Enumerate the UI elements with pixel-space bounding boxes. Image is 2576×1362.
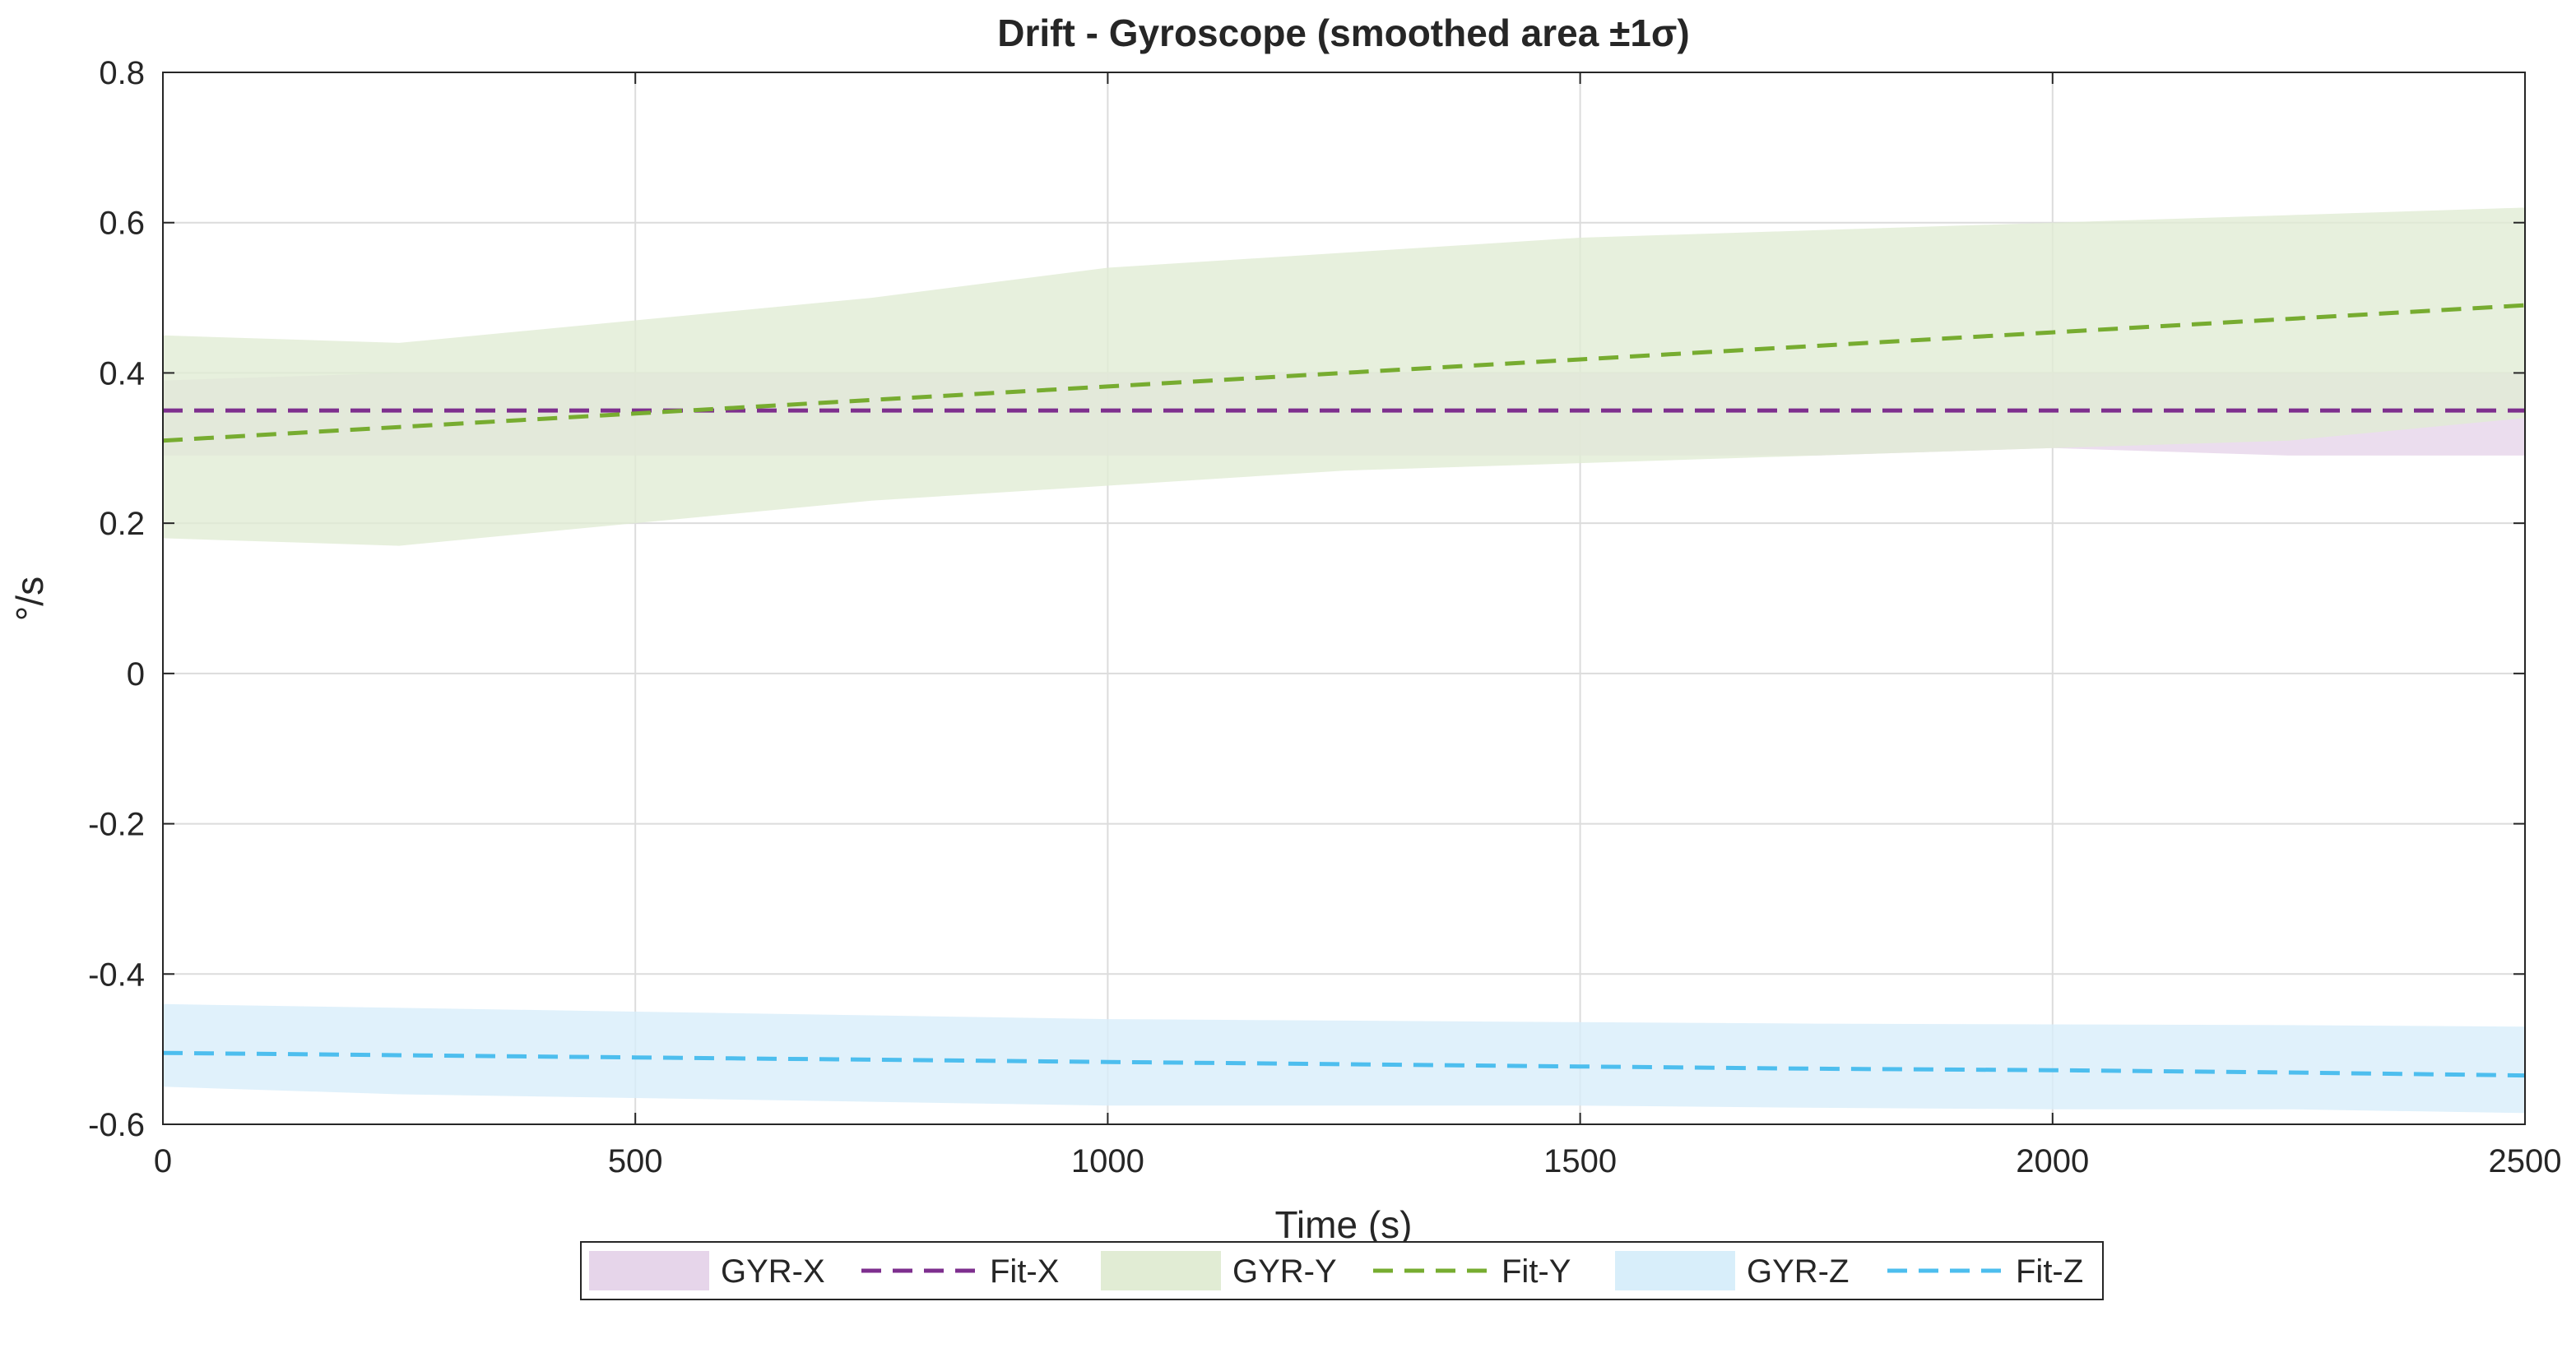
y-tick-label: 0.8 xyxy=(99,55,145,91)
x-tick-label: 1000 xyxy=(1071,1143,1144,1179)
y-tick-labels: 0.8 0.6 0.4 0.2 0 -0.2 -0.4 -0.6 xyxy=(88,55,145,1143)
legend: GYR-X Fit-X GYR-Y Fit-Y GYR-Z Fit-Z xyxy=(580,1241,2104,1300)
fit-z-line xyxy=(162,1050,2526,1078)
gyr-y-band xyxy=(163,207,2525,546)
y-tick-label: -0.4 xyxy=(88,957,145,993)
legend-swatch-gyr-x xyxy=(589,1251,709,1290)
fit-lines xyxy=(162,303,2526,1078)
legend-label-gyr-y: GYR-Y xyxy=(1232,1253,1337,1290)
plot-frame xyxy=(162,72,2526,1125)
legend-box xyxy=(580,1241,2104,1300)
y-tick-label: 0.2 xyxy=(99,506,145,542)
y-tick-label: -0.2 xyxy=(88,807,145,843)
bands xyxy=(163,207,2525,1114)
legend-label-fit-y: Fit-Y xyxy=(1502,1253,1571,1290)
x-tick-label: 500 xyxy=(608,1143,663,1179)
legend-label-fit-x: Fit-X xyxy=(990,1253,1059,1290)
chart-title: Drift - Gyroscope (smoothed area ±1σ) xyxy=(997,12,1689,54)
x-tick-label: 2000 xyxy=(2016,1143,2089,1179)
legend-swatch-gyr-y xyxy=(1101,1251,1221,1290)
y-tick-label: -0.6 xyxy=(88,1107,145,1143)
y-tick-label: 0.4 xyxy=(99,355,145,391)
x-tick-label: 1500 xyxy=(1543,1143,1617,1179)
legend-label-gyr-z: GYR-Z xyxy=(1747,1253,1849,1290)
legend-label-gyr-x: GYR-X xyxy=(721,1253,825,1290)
gyr-z-band xyxy=(163,1003,2525,1114)
y-tick-label: 0.6 xyxy=(99,206,145,242)
x-tick-labels: 0 500 1000 1500 2000 2500 xyxy=(154,1143,2562,1179)
ticks xyxy=(162,72,2526,1125)
legend-label-fit-z: Fit-Z xyxy=(2016,1253,2083,1290)
fit-y-line xyxy=(162,303,2526,443)
y-tick-label: 0 xyxy=(127,656,145,693)
legend-swatch-gyr-z xyxy=(1615,1251,1735,1290)
y-axis-label: °/s xyxy=(8,577,51,621)
x-tick-label: 0 xyxy=(154,1143,172,1179)
x-tick-label: 2500 xyxy=(2489,1143,2562,1179)
x-axis-label: Time (s) xyxy=(1275,1203,1413,1246)
